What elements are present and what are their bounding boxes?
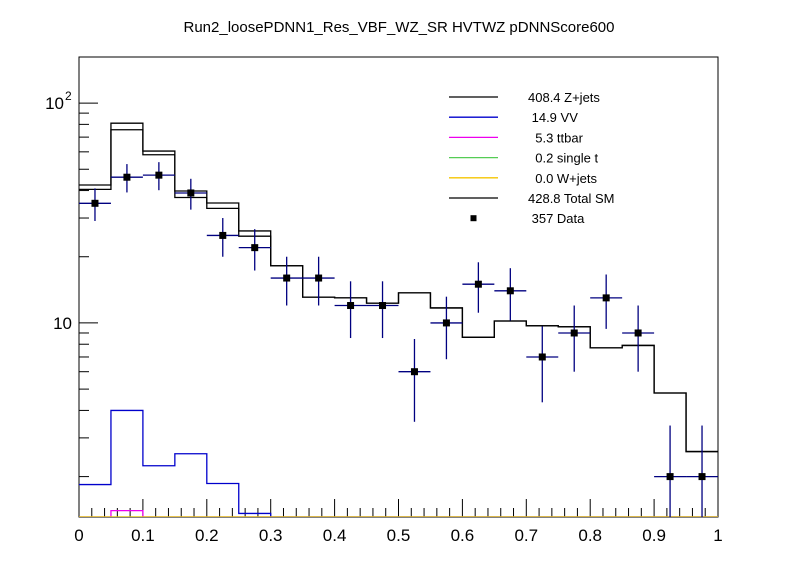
data-point [494,268,527,321]
legend-label: 428.8 Total SM [528,191,614,206]
legend-entry: 428.8 Total SM [449,191,614,206]
x-tick-label: 0.8 [578,526,602,545]
data-marker [570,329,578,337]
data-point [334,281,367,339]
data-point [142,162,175,191]
x-tick-label: 0.1 [131,526,155,545]
legend-label: 0.0 W+jets [528,171,597,186]
data-point [526,326,559,403]
data-marker [698,473,706,481]
data-marker [506,287,514,295]
data-point [174,178,207,210]
histograms [79,122,718,517]
x-tick-label: 0.7 [514,526,538,545]
chart-title: Run2_loosePDNN1_Res_VBF_WZ_SR HVTWZ pDNN… [184,19,615,36]
legend-entry: 0.2 single t [449,151,598,166]
legend-entry: 357 Data [470,211,585,226]
legend-marker [470,215,477,222]
data-marker [91,199,99,207]
data-point [238,229,271,271]
data-marker [187,189,195,197]
data-marker [442,319,450,327]
data-marker [538,353,546,361]
data-point [430,296,463,360]
data-point [206,218,239,257]
data-marker [155,171,163,179]
legend-entry: 0.0 W+jets [449,171,597,186]
legend-label: 5.3 ttbar [528,130,584,145]
data-point [590,274,623,329]
hist-vv [79,409,718,517]
data-point [366,281,399,339]
legend-label: 14.9 VV [528,110,578,125]
data-marker [634,329,642,337]
x-tick-label: 1 [713,526,722,545]
data-point [110,164,143,193]
data-marker [347,302,355,310]
x-tick-label: 0.6 [451,526,475,545]
x-tick-label: 0.9 [642,526,666,545]
data-point [654,425,687,517]
data-points [79,162,718,517]
legend-label: 408.4 Z+jets [528,90,600,105]
x-tick-label: 0.3 [259,526,283,545]
x-tick-label: 0.4 [323,526,347,545]
hist-ttbar [79,510,718,517]
y-tick-exponent: 2 [65,89,72,103]
data-point [622,305,655,372]
data-marker [410,368,418,376]
data-marker [602,294,610,302]
legend-entry: 408.4 Z+jets [449,90,600,105]
data-point [302,256,335,306]
data-marker [219,231,227,239]
x-tick-label: 0 [74,526,83,545]
y-tick-label: 10 [45,94,64,113]
data-point [462,262,495,313]
legend: 408.4 Z+jets 14.9 VV 5.3 ttbar 0.2 singl… [449,90,614,226]
x-tick-label: 0.5 [387,526,411,545]
data-marker [666,473,674,481]
data-marker [379,302,387,310]
data-point [79,188,111,221]
x-tick-label: 0.2 [195,526,219,545]
legend-label: 0.2 single t [528,151,598,166]
legend-label: 357 Data [528,211,585,226]
legend-entry: 5.3 ttbar [449,130,584,145]
data-marker [283,274,291,282]
y-tick-label: 10 [53,314,72,333]
data-marker [123,173,131,181]
data-marker [474,280,482,288]
data-point [686,425,718,517]
hist-total-sm [79,122,718,453]
data-marker [251,244,259,252]
data-point [270,256,303,306]
data-point [558,305,591,372]
plot-frame [78,56,719,518]
data-point [398,339,431,422]
data-marker [315,274,323,282]
legend-entry: 14.9 VV [449,110,578,125]
